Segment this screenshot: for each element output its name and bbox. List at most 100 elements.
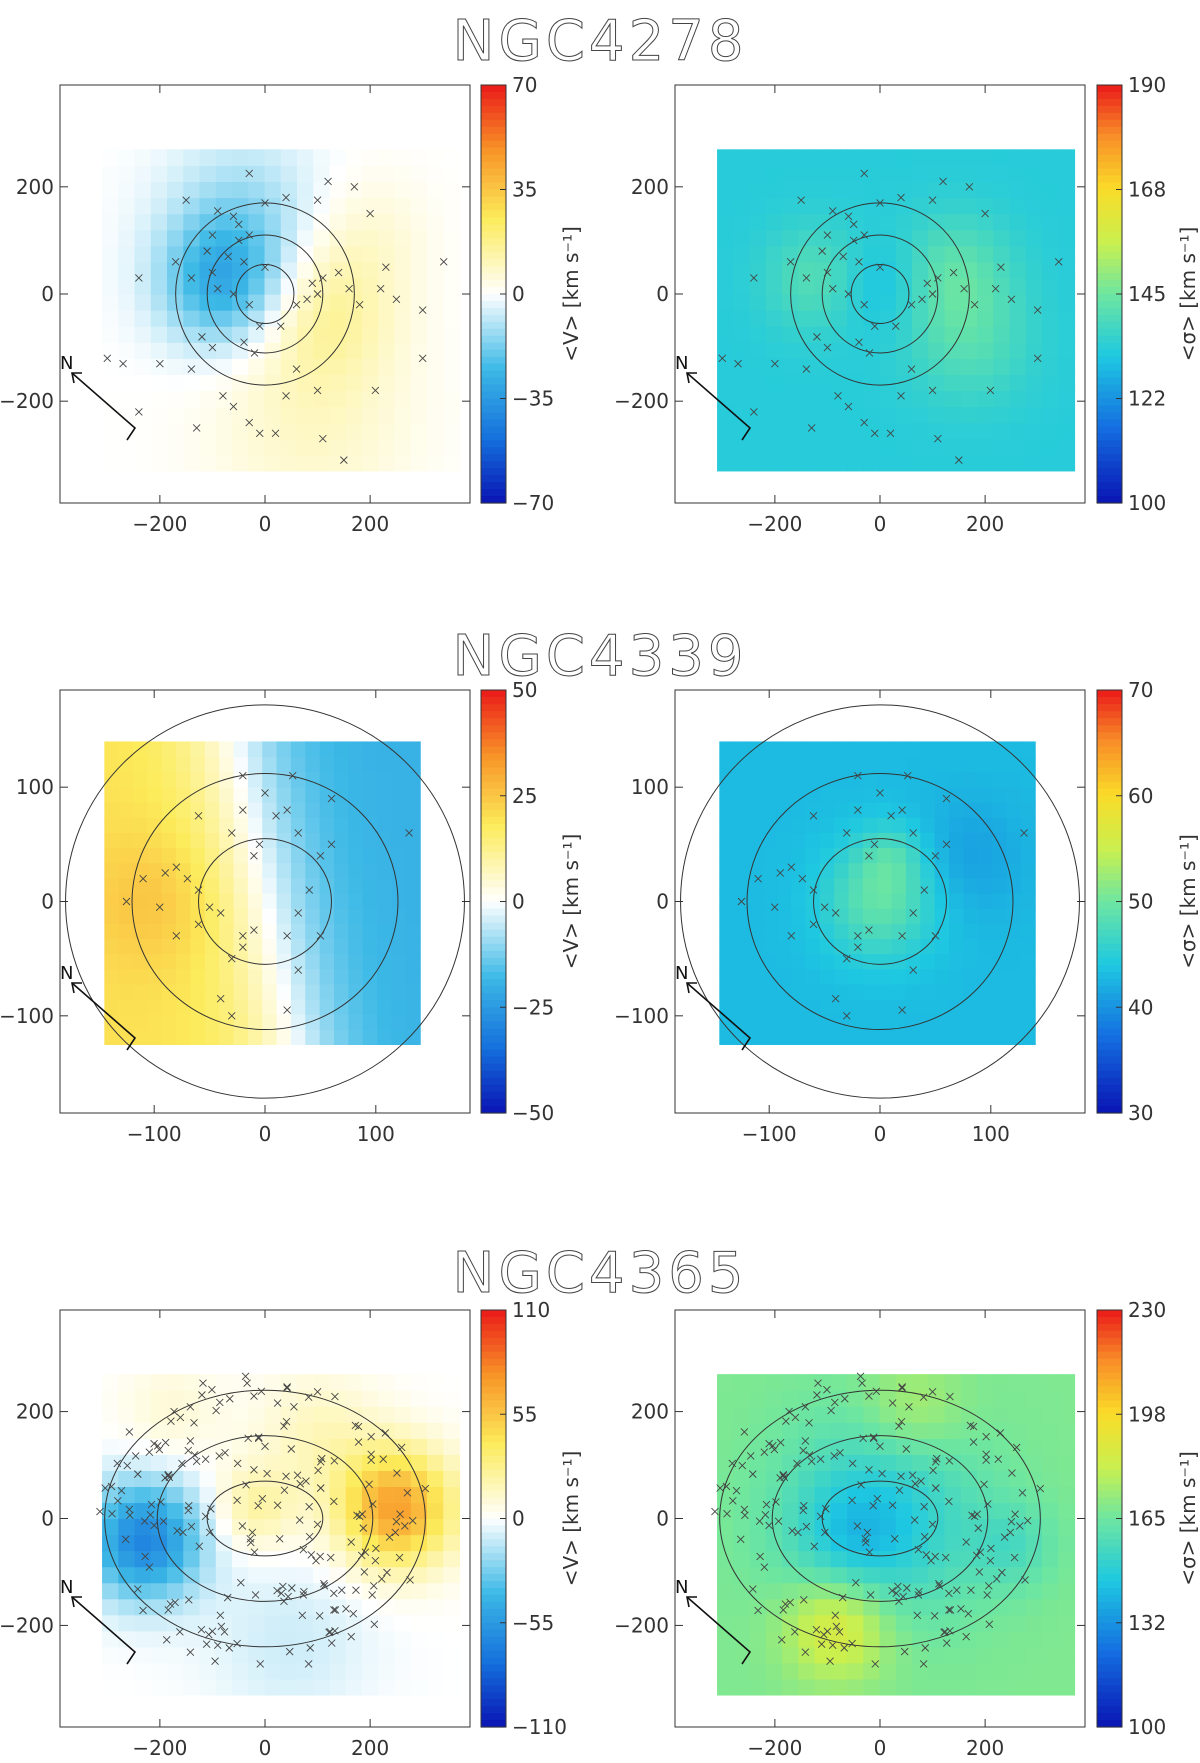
heatmap-cell (280, 213, 298, 231)
data-point (383, 1568, 391, 1577)
data-point (233, 1496, 241, 1505)
data-point (381, 1429, 390, 1437)
colorbar-band (481, 950, 506, 959)
heatmap-cell (830, 1422, 848, 1439)
heatmap-cell (1025, 326, 1043, 343)
heatmap-cell (834, 817, 850, 833)
heatmap-cell (862, 802, 878, 818)
heatmap-cell (863, 294, 881, 311)
data-point (772, 1498, 780, 1506)
heatmap-cell (290, 877, 306, 894)
heatmap-cell (814, 1470, 832, 1488)
heatmap-cell (391, 1014, 407, 1030)
data-point (141, 1552, 149, 1561)
data-point (207, 1505, 215, 1513)
heatmap-cell (1009, 390, 1027, 408)
data-point (239, 943, 247, 952)
heatmap-cell (410, 454, 428, 472)
colorbar-tick-label: 25 (512, 784, 537, 808)
heatmap-cell (791, 786, 807, 803)
heatmap-cell (830, 149, 848, 166)
heatmap-cell (977, 310, 994, 327)
data-point (781, 1600, 790, 1608)
heatmap-cell (960, 1614, 978, 1632)
heatmap-cell (805, 786, 821, 803)
data-point (308, 279, 317, 288)
heatmap-cell (977, 968, 993, 985)
heatmap-cell (765, 165, 783, 183)
colorbar-band (1097, 922, 1122, 931)
heatmap-cell (819, 877, 835, 894)
heatmap-cell (167, 1646, 184, 1664)
heatmap-cell (891, 983, 907, 1000)
colorbar-band (481, 328, 506, 337)
colorbar-band (1097, 732, 1122, 740)
heatmap-cell (963, 877, 979, 894)
data-point (865, 851, 873, 860)
data-point (729, 1497, 737, 1505)
colorbar-band (1097, 781, 1122, 790)
heatmap-cell (133, 908, 148, 924)
heatmap-cell (345, 1374, 363, 1391)
data-point (237, 1578, 245, 1587)
heatmap-cell (847, 1646, 864, 1664)
heatmap-cell (895, 454, 913, 472)
north-arrow: N (60, 963, 137, 1051)
data-point (261, 263, 269, 272)
heatmap-cell (765, 310, 783, 327)
heatmap-cell (215, 245, 233, 263)
heatmap-cell (176, 953, 192, 970)
heatmap-cell (963, 802, 979, 818)
heatmap-cell (167, 1422, 184, 1439)
heatmap-cell (1025, 213, 1043, 231)
heatmap-cell (280, 1566, 298, 1584)
heatmap-cell (232, 1406, 249, 1423)
heatmap-cell (443, 326, 461, 343)
colorbar-band (1097, 1421, 1122, 1429)
heatmap-cell (405, 877, 421, 894)
heatmap-cell (394, 1598, 412, 1616)
data-point (225, 1644, 234, 1652)
heatmap-cell (248, 1630, 266, 1648)
heatmap-cell (819, 771, 835, 788)
heatmap-cell (348, 771, 364, 788)
heatmap-cell (977, 1502, 994, 1520)
heatmap-cell (928, 310, 946, 327)
data-point (911, 1479, 920, 1488)
heatmap-cell (329, 454, 347, 472)
colorbar-band (1097, 280, 1122, 288)
heatmap-cell (814, 1662, 832, 1680)
colorbar-band (481, 1000, 506, 1008)
heatmap-cell (847, 1582, 864, 1600)
data-point (208, 231, 217, 239)
heatmap-cell (1058, 1662, 1076, 1680)
colorbar-band (481, 363, 506, 372)
heatmap-cell (348, 832, 364, 849)
isophote-ellipse (104, 1389, 426, 1648)
heatmap-cell (378, 454, 396, 472)
data-point (903, 771, 912, 780)
heatmap-cell (348, 877, 364, 894)
heatmap-cell (776, 998, 792, 1015)
data-point (213, 207, 222, 215)
heatmap-cell (118, 832, 134, 849)
heatmap-cell (147, 847, 163, 864)
colorbar-band (1097, 1084, 1122, 1093)
heatmap-cell (280, 181, 298, 199)
heatmap-cell (150, 149, 168, 166)
heatmap-cell (762, 862, 778, 879)
heatmap-cell (977, 923, 993, 939)
data-point (828, 207, 837, 215)
x-tick-label: 100 (972, 1122, 1010, 1146)
heatmap-cell (150, 1598, 168, 1616)
heatmap-cell (798, 1422, 816, 1439)
colorbar-band (1097, 1442, 1122, 1450)
colorbar-band (1097, 489, 1122, 497)
data-point (217, 1622, 226, 1631)
heatmap-cell (362, 938, 378, 955)
heatmap-cell (920, 908, 936, 924)
heatmap-cell (1058, 1438, 1076, 1455)
heatmap-cell (830, 374, 848, 392)
heatmap-cell (264, 1534, 282, 1552)
data-point (371, 386, 380, 395)
